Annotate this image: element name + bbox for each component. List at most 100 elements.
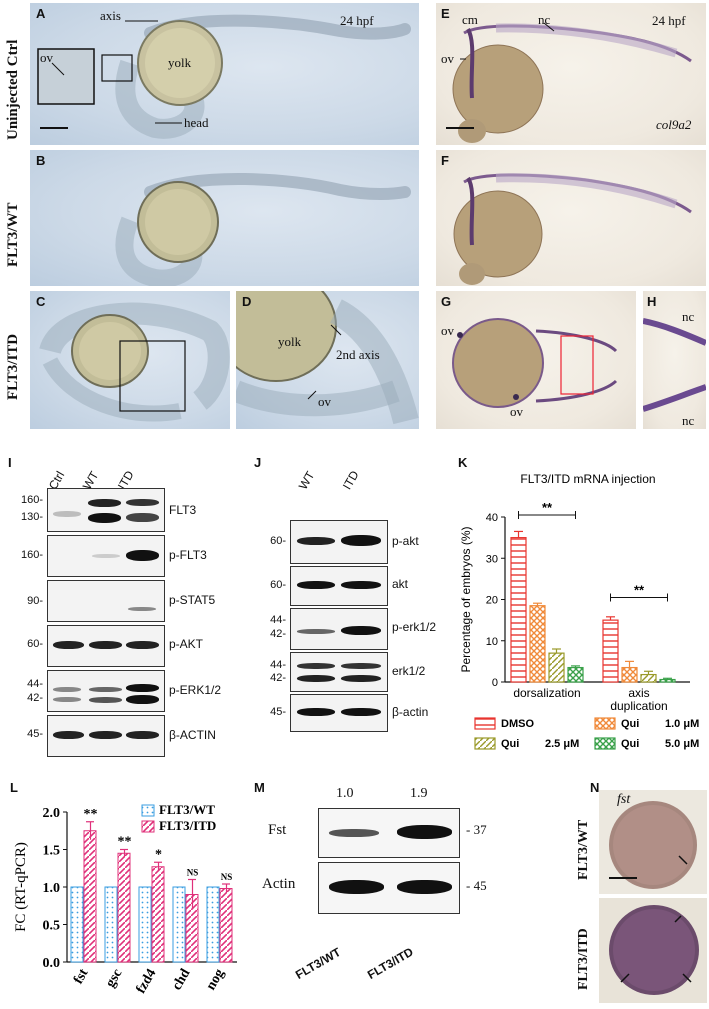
panel-b-letter: B xyxy=(36,153,46,168)
panel-d-2nd-axis-label: 2nd axis xyxy=(336,347,380,362)
panel-f-image xyxy=(436,150,706,286)
chart-k-legend-unit: 2.5 μM xyxy=(545,738,579,750)
chart-k-significance: ** xyxy=(542,500,553,515)
panel-g-image xyxy=(436,291,636,429)
panel-i-blot-flt3 xyxy=(47,488,165,532)
chart-l-significance: NS xyxy=(221,872,233,882)
panel-g-ov2-label: ov xyxy=(510,404,523,419)
panel-i-label-pstat5: p-STAT5 xyxy=(169,593,216,607)
panel-a-ov-label: ov xyxy=(40,50,53,65)
panel-e-stage: 24 hpf xyxy=(652,13,686,28)
panel-g-ov1-label: ov xyxy=(441,323,454,338)
panel-e-image xyxy=(436,3,706,145)
chart-k-legend-unit: 1.0 μM xyxy=(665,718,699,730)
panel-a-head-label: head xyxy=(184,115,209,130)
chart-l-category-label: gsc xyxy=(103,967,125,991)
panel-i-blot-pstat5 xyxy=(47,580,165,622)
panel-j-blot-perk xyxy=(290,608,388,650)
panel-j-label-erk: erk1/2 xyxy=(392,664,426,678)
row-label-itd: FLT3/ITD xyxy=(5,333,21,400)
panel-j-mw-akt: 60- xyxy=(270,579,286,591)
chart-k-bar xyxy=(659,678,676,683)
panel-b-image xyxy=(30,150,419,286)
panel-g-letter: G xyxy=(441,294,452,309)
chart-k-ytick-label: 0 xyxy=(492,677,498,689)
chart-l-ytick-label: 2.0 xyxy=(43,806,61,821)
panel-k-chart: FLT3/ITD mRNA injection 0 10 20 30 40 Percenta… xyxy=(459,472,699,750)
panel-i-letter: I xyxy=(8,455,12,470)
chart-k-category-label: dorsalization xyxy=(513,686,580,700)
panel-m-blot-fst xyxy=(318,808,460,858)
panel-c-image xyxy=(30,291,230,429)
panel-j-mw-actin: 45- xyxy=(270,706,286,718)
panel-e-cm-label: cm xyxy=(462,12,478,27)
panel-j-letter: J xyxy=(254,455,262,470)
chart-l-legend-label: FLT3/WT xyxy=(159,802,215,817)
panel-j-blot-erk xyxy=(290,652,388,692)
chart-k-significance: ** xyxy=(634,582,645,597)
chart-k-legend-label: Qui xyxy=(621,718,639,730)
panel-j-blot-actin xyxy=(290,694,388,732)
chart-l-significance: * xyxy=(155,847,162,862)
chart-l-bar xyxy=(151,866,165,963)
chart-k-ytick-label: 10 xyxy=(486,636,498,648)
chart-k-bar xyxy=(621,666,638,683)
chart-l-significance: ** xyxy=(118,835,132,850)
panel-d-ov-label: ov xyxy=(318,394,331,409)
panel-e-nc-label: nc xyxy=(538,12,551,27)
panel-i-label-pflt3: p-FLT3 xyxy=(169,548,207,562)
chart-k-ylabel: Percentage of embryos (%) xyxy=(459,526,473,672)
panel-a-yolk-label: yolk xyxy=(168,55,192,70)
chart-l-legend-swatch xyxy=(141,804,155,817)
chart-k-category-label: axis xyxy=(628,686,649,700)
panel-j-lane-itd: ITD xyxy=(339,468,362,492)
panel-i-mw-perk-b: 42- xyxy=(27,692,43,704)
chart-k-legend-unit: 5.0 μM xyxy=(665,738,699,750)
chart-l-category-label: chd xyxy=(170,966,194,993)
panel-n-label-itd: FLT3/ITD xyxy=(576,928,591,990)
chart-k-category-label: duplication xyxy=(610,699,667,713)
panel-m-label-actin: Actin xyxy=(262,876,296,892)
chart-k-legend-label: Qui xyxy=(501,738,519,750)
chart-k-ytick-label: 30 xyxy=(486,553,498,565)
chart-l-category-label: fst xyxy=(71,966,92,987)
panel-m-lane-itd: FLT3/ITD xyxy=(365,944,416,982)
panel-m-ratio-itd: 1.9 xyxy=(410,786,428,801)
panel-i-blot-pflt3 xyxy=(47,535,165,577)
chart-l-bar xyxy=(117,852,131,963)
panel-m-mw-actin: - 45 xyxy=(466,878,487,893)
panel-n-letter: N xyxy=(590,780,600,795)
panel-a-image xyxy=(30,3,419,145)
panel-n-itd-image xyxy=(599,898,707,1003)
panel-i-mw-pakt: 60- xyxy=(27,638,43,650)
chart-l-ytick-label: 0.5 xyxy=(43,919,61,934)
panel-a-letter: A xyxy=(36,6,46,21)
panel-i-blot-actin xyxy=(47,715,165,757)
chart-k-legend-swatch xyxy=(594,717,616,730)
chart-k-legend-swatch xyxy=(474,737,496,750)
panel-e-letter: E xyxy=(441,6,450,21)
chart-l-bar xyxy=(104,886,118,963)
panel-j-mw-pakt: 60- xyxy=(270,535,286,547)
panel-j-mw-perk-a: 44- xyxy=(270,614,286,626)
chart-l-legend-label: FLT3/ITD xyxy=(159,818,216,833)
panel-i-blot-pakt xyxy=(47,625,165,667)
chart-k-title: FLT3/ITD mRNA injection xyxy=(520,472,655,486)
chart-k-bar xyxy=(567,666,584,683)
chart-k-ytick-label: 20 xyxy=(486,595,498,607)
chart-k-bar xyxy=(529,605,546,683)
chart-k-ytick-label: 40 xyxy=(486,512,498,524)
chart-l-category-label: fzd4 xyxy=(134,967,160,997)
panel-i-mw-actin: 45- xyxy=(27,728,43,740)
panel-n-label-wt: FLT3/WT xyxy=(576,819,591,880)
panel-i-mw-pflt3: 160- xyxy=(20,549,43,561)
chart-k-bar xyxy=(640,673,657,683)
panel-l-letter: L xyxy=(10,780,18,795)
chart-k-bar xyxy=(510,537,527,683)
panel-m-ratio-wt: 1.0 xyxy=(336,786,354,801)
chart-l-ytick-label: 1.5 xyxy=(43,844,61,859)
panel-n-wt-image xyxy=(599,790,707,894)
panel-i-blot-perk xyxy=(47,670,165,712)
panel-j-mw-erk-a: 44- xyxy=(270,659,286,671)
panel-i-label-perk: p-ERK1/2 xyxy=(169,683,222,697)
